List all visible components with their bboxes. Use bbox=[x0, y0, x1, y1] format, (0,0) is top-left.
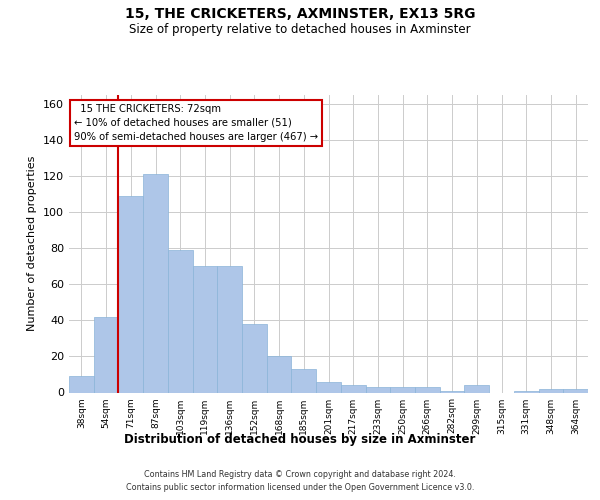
Bar bbox=[316, 382, 341, 392]
Bar bbox=[118, 196, 143, 392]
Bar bbox=[69, 376, 94, 392]
Y-axis label: Number of detached properties: Number of detached properties bbox=[28, 156, 37, 332]
Bar bbox=[415, 387, 440, 392]
Bar bbox=[365, 387, 390, 392]
Bar bbox=[193, 266, 217, 392]
Bar bbox=[217, 266, 242, 392]
Bar bbox=[143, 174, 168, 392]
Bar bbox=[292, 369, 316, 392]
Bar bbox=[390, 387, 415, 392]
Text: Distribution of detached houses by size in Axminster: Distribution of detached houses by size … bbox=[124, 432, 476, 446]
Text: 15, THE CRICKETERS, AXMINSTER, EX13 5RG: 15, THE CRICKETERS, AXMINSTER, EX13 5RG bbox=[125, 8, 475, 22]
Bar bbox=[94, 317, 118, 392]
Bar bbox=[440, 390, 464, 392]
Bar bbox=[464, 386, 489, 392]
Text: Size of property relative to detached houses in Axminster: Size of property relative to detached ho… bbox=[129, 22, 471, 36]
Bar bbox=[539, 389, 563, 392]
Bar bbox=[341, 386, 365, 392]
Bar bbox=[267, 356, 292, 392]
Bar bbox=[563, 389, 588, 392]
Bar bbox=[168, 250, 193, 392]
Text: 15 THE CRICKETERS: 72sqm
← 10% of detached houses are smaller (51)
90% of semi-d: 15 THE CRICKETERS: 72sqm ← 10% of detach… bbox=[74, 104, 319, 142]
Bar bbox=[242, 324, 267, 392]
Bar bbox=[514, 390, 539, 392]
Text: Contains HM Land Registry data © Crown copyright and database right 2024.
Contai: Contains HM Land Registry data © Crown c… bbox=[126, 470, 474, 492]
